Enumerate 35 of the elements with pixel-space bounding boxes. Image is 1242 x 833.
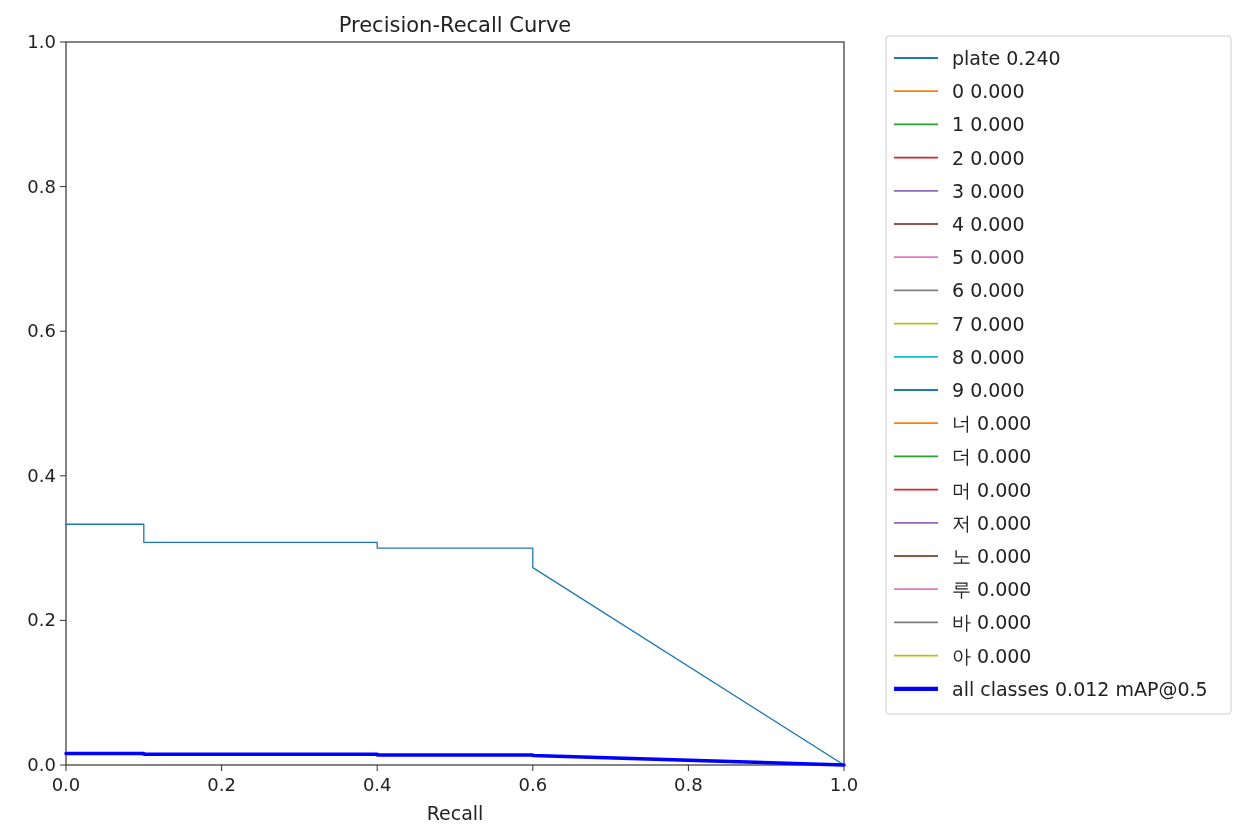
chart-title: Precision-Recall Curve — [338, 13, 572, 37]
legend-label: plate 0.240 — [952, 47, 1061, 69]
legend-label: 저 0.000 — [952, 511, 1032, 534]
y-tick-label: 0.8 — [27, 175, 56, 197]
legend-label: 9 0.000 — [952, 379, 1025, 401]
legend-label: 2 0.000 — [952, 146, 1025, 169]
legend-label: 4 0.000 — [952, 213, 1025, 235]
legend-label: 7 0.000 — [952, 312, 1025, 335]
legend-label: all classes 0.012 mAP@0.5 — [952, 677, 1208, 700]
legend-label: 머 0.000 — [952, 478, 1032, 501]
x-tick-label: 0.0 — [51, 774, 81, 795]
line-series — [64, 751, 846, 767]
legend-label: 아 0.000 — [952, 644, 1032, 667]
legend-label: 루 0.000 — [952, 578, 1032, 601]
legend-label: 바 0.000 — [952, 611, 1032, 634]
legend-label: 0 0.000 — [952, 80, 1025, 103]
y-tick-label: 0.6 — [27, 320, 56, 342]
legend-label: 3 0.000 — [952, 179, 1025, 202]
x-tick-label: 0.8 — [674, 774, 703, 795]
legend-label: 노 0.000 — [952, 545, 1032, 567]
legend-label: 더 0.000 — [952, 445, 1032, 468]
x-tick-label: 0.4 — [362, 774, 392, 795]
x-tick-label: 0.2 — [207, 774, 236, 795]
y-tick-label: 1.0 — [27, 31, 56, 52]
x-tick-label: 1.0 — [829, 774, 859, 795]
legend-label: 5 0.000 — [952, 246, 1025, 269]
y-tick-label: 0.0 — [27, 754, 56, 775]
legend-label: 너 0.000 — [952, 412, 1032, 435]
legend-label: 1 0.000 — [952, 113, 1025, 136]
legend-label: 8 0.000 — [952, 345, 1025, 368]
x-tick-label: 0.6 — [518, 774, 548, 795]
legend-label: 6 0.000 — [952, 279, 1025, 302]
x-axis-title: Recall — [426, 802, 484, 824]
y-tick-label: 0.2 — [27, 609, 56, 631]
y-tick-label: 0.4 — [27, 464, 56, 486]
